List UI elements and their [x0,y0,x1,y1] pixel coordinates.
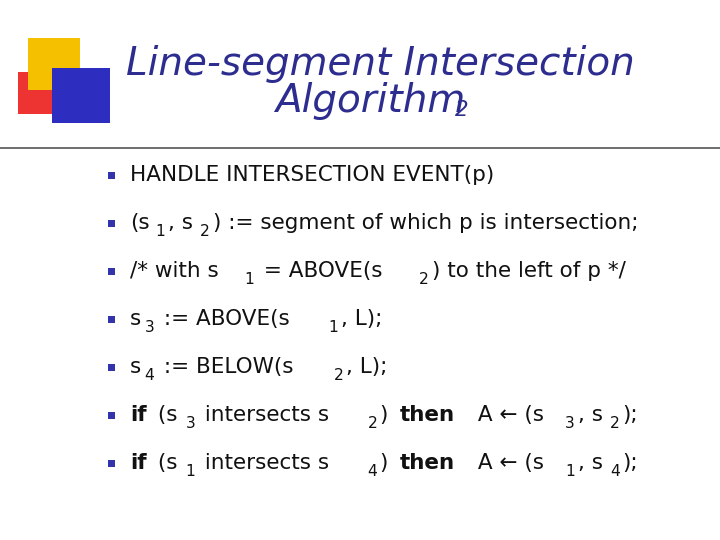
Text: ): ) [380,405,395,425]
Text: A ← (s: A ← (s [471,405,544,425]
Text: ) := segment of which p is intersection;: ) := segment of which p is intersection; [212,213,638,233]
Text: 2: 2 [455,100,469,120]
Bar [108,460,115,467]
Bar [18,72,60,114]
Text: (s: (s [130,213,150,233]
Text: Algorithm: Algorithm [275,82,465,120]
Bar [108,219,115,226]
Text: (s: (s [151,405,178,425]
Text: 3: 3 [186,416,195,431]
Text: 2: 2 [419,272,429,287]
Bar [28,38,80,90]
Text: = ABOVE(s: = ABOVE(s [257,261,382,281]
Text: , s: , s [577,453,603,473]
Text: s: s [130,309,141,329]
Text: 3: 3 [565,416,575,431]
Text: 1: 1 [156,224,165,239]
Text: , L);: , L); [341,309,382,329]
Text: A ← (s: A ← (s [471,453,544,473]
Text: 2: 2 [610,416,620,431]
Text: );: ); [623,453,639,473]
Text: if: if [130,453,147,473]
Text: 4: 4 [610,464,620,479]
Text: 4: 4 [145,368,154,383]
Text: , L);: , L); [346,357,387,377]
Bar [108,363,115,370]
Text: 1: 1 [565,464,575,479]
Text: 1: 1 [186,464,195,479]
Text: s: s [130,357,141,377]
Bar [108,411,115,418]
Text: );: ); [622,405,638,425]
Bar [52,68,110,123]
Text: if: if [130,405,147,425]
Text: Line-segment Intersection: Line-segment Intersection [125,45,634,83]
Bar [108,267,115,274]
Text: then: then [400,453,455,473]
Text: 2: 2 [200,224,210,239]
Text: 2: 2 [367,416,377,431]
Text: ): ) [380,453,395,473]
Text: := BELOW(s: := BELOW(s [157,357,294,377]
Text: (s: (s [151,453,178,473]
Text: intersects s: intersects s [198,453,329,473]
Text: , s: , s [168,213,193,233]
Text: HANDLE INTERSECTION EVENT(p): HANDLE INTERSECTION EVENT(p) [130,165,494,185]
Text: 4: 4 [367,464,377,479]
Text: ) to the left of p */: ) to the left of p */ [431,261,626,281]
Text: /* with s: /* with s [130,261,219,281]
Text: 1: 1 [328,320,338,335]
Text: then: then [400,405,455,425]
Bar [108,315,115,322]
Text: 1: 1 [245,272,254,287]
Bar [108,172,115,179]
Text: 3: 3 [145,320,154,335]
Text: , s: , s [577,405,603,425]
Text: intersects s: intersects s [198,405,329,425]
Text: := ABOVE(s: := ABOVE(s [157,309,290,329]
Text: 2: 2 [333,368,343,383]
